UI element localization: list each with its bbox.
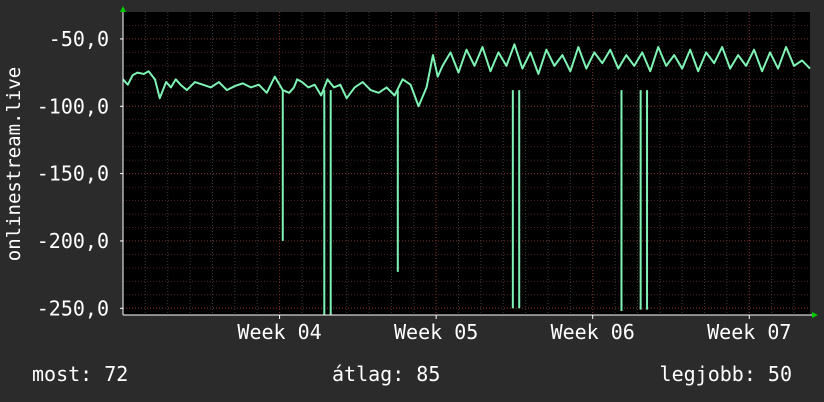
x-axis-arrow-icon xyxy=(812,312,818,318)
y-tick-label: -250,0 xyxy=(37,296,109,320)
major-grid xyxy=(123,12,810,315)
x-tick-label: Week 05 xyxy=(394,320,478,344)
y-axis-ticks: -50,0 -100,0 -150,0 -200,0 -250,0 xyxy=(37,27,123,320)
plot-area xyxy=(123,12,810,315)
stat-current: most: 72 xyxy=(32,362,128,386)
y-tick-label: -200,0 xyxy=(37,229,109,253)
series-dropouts xyxy=(281,90,649,315)
x-axis-ticks: Week 04 Week 05 Week 06 Week 07 xyxy=(237,315,791,344)
y-axis-arrow-icon xyxy=(120,6,126,12)
stat-average: átlag: 85 xyxy=(332,362,440,386)
x-tick-label: Week 04 xyxy=(237,320,321,344)
series-line xyxy=(122,43,811,108)
y-tick-label: -50,0 xyxy=(49,27,109,51)
x-tick-label: Week 07 xyxy=(707,320,791,344)
y-tick-label: -100,0 xyxy=(37,94,109,118)
y-tick-label: -150,0 xyxy=(37,162,109,186)
y-axis-title: onlinestream.live xyxy=(3,67,25,261)
x-tick-label: Week 06 xyxy=(551,320,635,344)
stat-best: legjobb: 50 xyxy=(660,362,792,386)
